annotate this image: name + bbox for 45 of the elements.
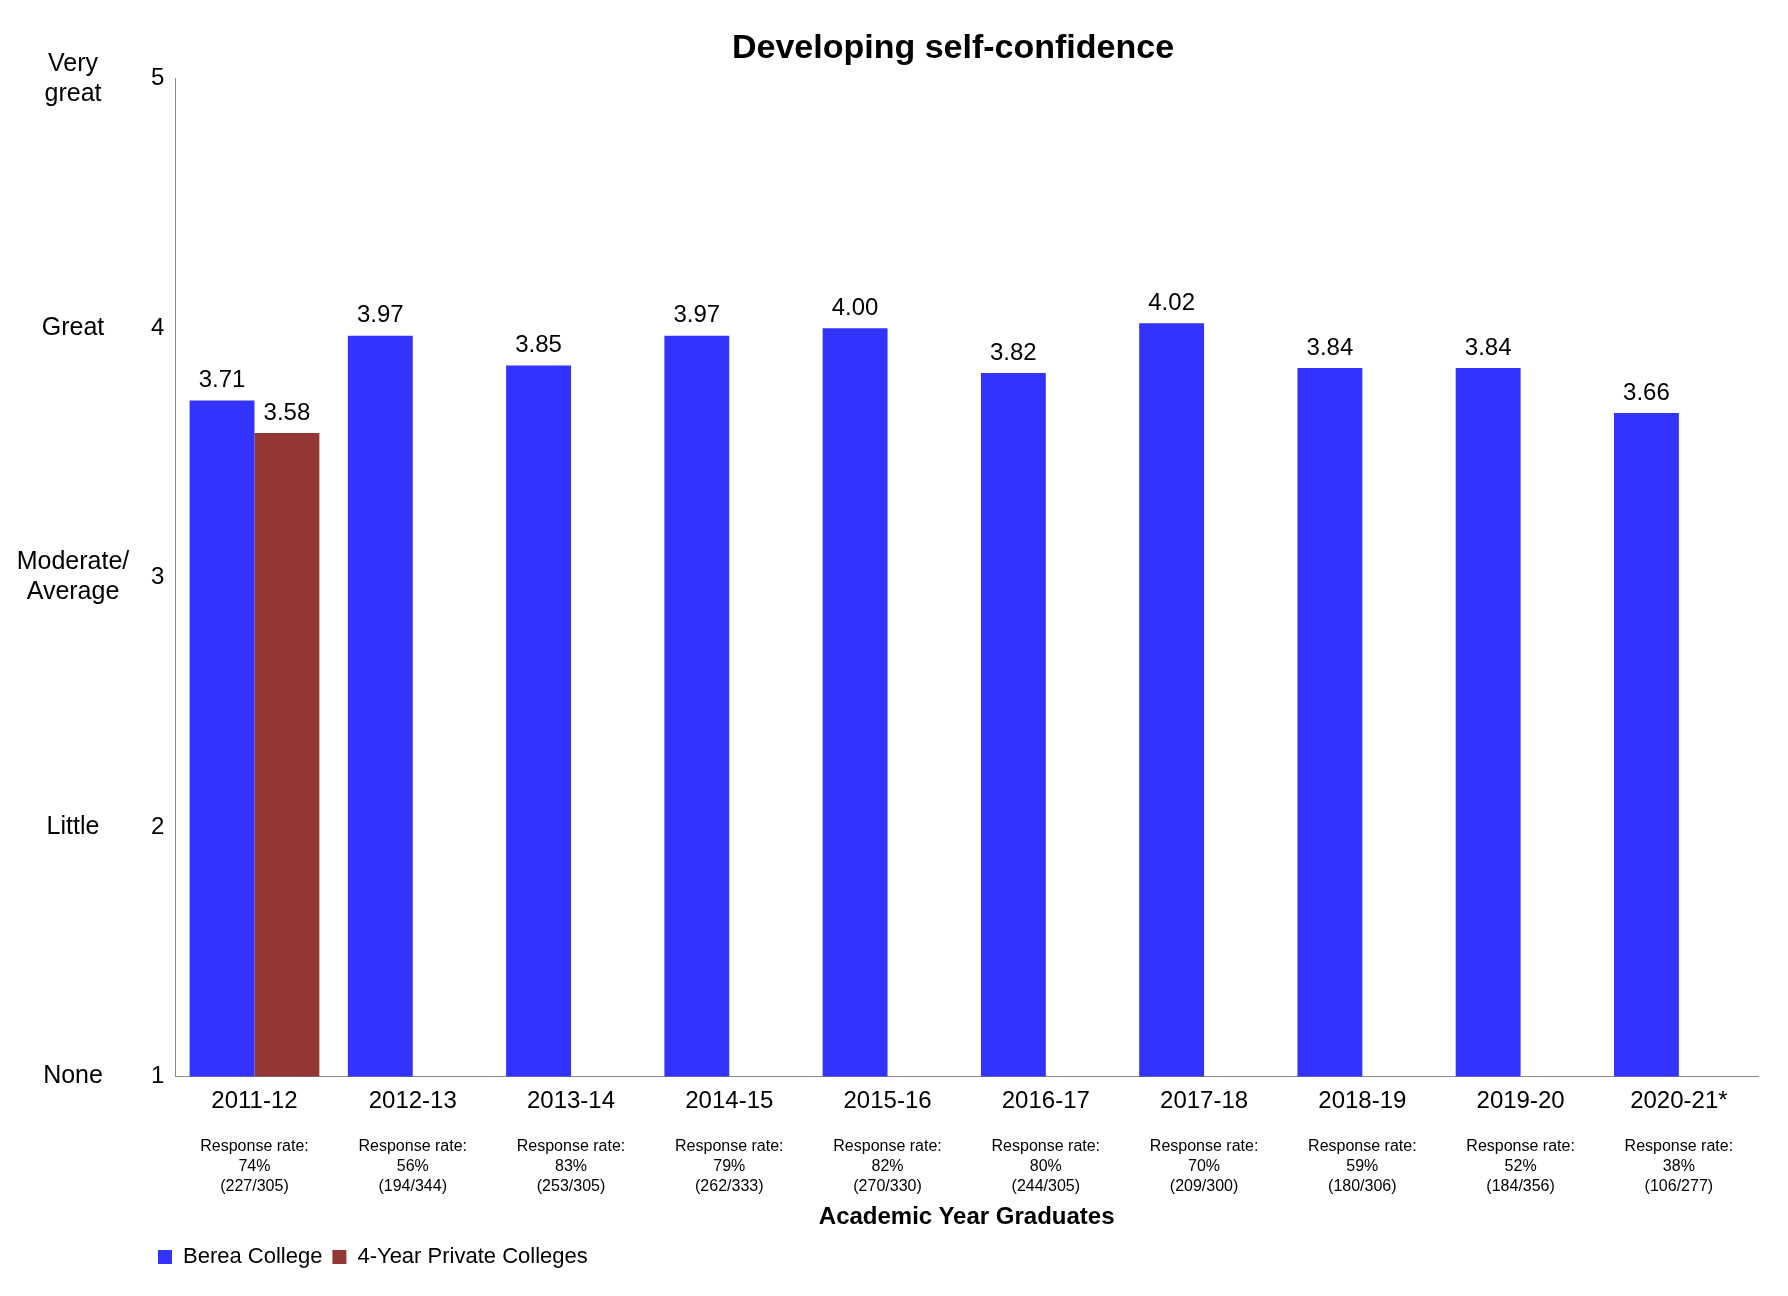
chart-title: Developing self-confidence: [731, 26, 1175, 65]
legend-label: Berea College: [183, 1243, 323, 1269]
data-label: 3.97: [673, 300, 721, 328]
data-label: 3.97: [356, 300, 404, 328]
annotation: Response rate: 59% (180/306): [1308, 1136, 1417, 1194]
annotation: Response rate: 70% (209/300): [1149, 1136, 1259, 1194]
x-tick-label: 2015-16: [843, 1086, 932, 1114]
data-label: 3.84: [1464, 332, 1512, 360]
text: Great: [41, 312, 105, 341]
annotation: Response rate: 38% (106/277): [1624, 1136, 1734, 1194]
x-tick-label: 2017-18: [1160, 1086, 1249, 1114]
annotation: Response rate: 56% (194/344): [358, 1136, 467, 1194]
annotation: Response rate: 80% (244/305): [991, 1136, 1101, 1194]
data-label: 3.82: [990, 337, 1037, 365]
annotation: Response rate: 74% (227/305): [200, 1136, 309, 1194]
text: Very great: [44, 47, 102, 106]
x-tick-label: 2011-12: [211, 1086, 298, 1114]
x-tick-label: 2016-17: [1001, 1086, 1090, 1114]
legend-label: 4-Year Private Colleges: [357, 1243, 588, 1269]
data-label: 3.85: [515, 330, 562, 358]
y-tick-label: 1: [150, 1061, 165, 1089]
text: Moderate/ Average: [16, 546, 130, 605]
data-label: 3.58: [263, 397, 311, 425]
data-label: 3.84: [1306, 332, 1354, 360]
x-tick-label: 2020-21*: [1630, 1086, 1728, 1114]
x-axis-title: Academic Year Graduates: [818, 1202, 1115, 1230]
data-label: 4.02: [1148, 287, 1195, 315]
text: Little: [46, 810, 100, 839]
y-tick-label: 2: [150, 811, 165, 839]
y-tick-label: 3: [150, 562, 165, 590]
annotation: Response rate: 52% (184/356): [1466, 1136, 1575, 1194]
x-tick-label: 2019-20: [1476, 1086, 1565, 1114]
data-label: 3.66: [1623, 377, 1670, 405]
data-label: 4.00: [831, 292, 879, 320]
x-tick-label: 2014-15: [685, 1086, 774, 1114]
annotation: Response rate: 79% (262/333): [675, 1136, 784, 1194]
data-label: 3.71: [198, 365, 246, 393]
x-tick-label: 2013-14: [526, 1086, 616, 1114]
text: None: [43, 1060, 103, 1089]
x-tick-label: 2018-19: [1318, 1086, 1407, 1114]
y-tick-label: 4: [150, 312, 165, 340]
annotation: Response rate: 83% (253/305): [516, 1136, 626, 1194]
y-tick-label: 5: [150, 63, 165, 91]
x-tick-label: 2012-13: [368, 1086, 457, 1114]
annotation: Response rate: 82% (270/330): [833, 1136, 942, 1194]
